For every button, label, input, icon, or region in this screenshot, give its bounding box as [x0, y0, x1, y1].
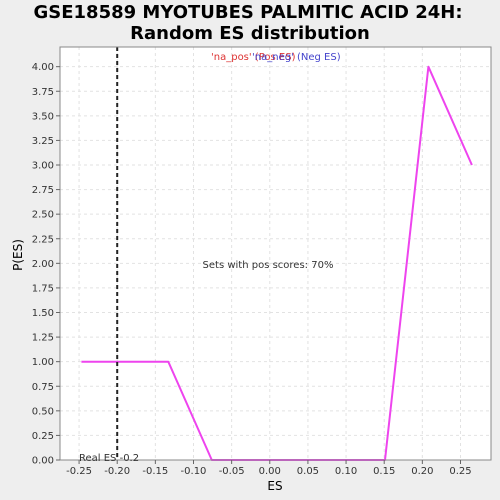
y-tick-label: 2.75: [32, 185, 54, 196]
y-tick-label: 0.50: [32, 406, 54, 417]
x-tick-label: 0.25: [449, 466, 471, 477]
y-tick-label: 3.00: [32, 161, 54, 172]
y-tick-label: 0.00: [32, 456, 54, 467]
x-axis-ticks: -0.25 -0.20 -0.15 -0.10 -0.05 0.00 0.05 0.10 0.1…: [66, 460, 472, 477]
y-tick-label: 0.25: [32, 431, 54, 442]
x-tick-label: -0.10: [181, 466, 207, 477]
y-tick-label: 1.50: [32, 308, 54, 319]
x-tick-label: -0.20: [104, 466, 130, 477]
x-tick-label: 0.15: [373, 466, 395, 477]
x-tick-label: 0.00: [259, 466, 281, 477]
chart-title-line2: Random ES distribution: [130, 23, 370, 44]
x-tick-label: -0.15: [142, 466, 168, 477]
x-tick-label: 0.20: [411, 466, 433, 477]
x-axis-label: ES: [267, 479, 282, 493]
plot-area: [60, 47, 491, 460]
y-tick-label: 3.50: [32, 111, 54, 122]
y-tick-label: 2.00: [32, 259, 54, 270]
x-tick-label: 0.05: [297, 466, 319, 477]
y-tick-label: 1.25: [32, 333, 54, 344]
x-tick-label: -0.05: [219, 466, 245, 477]
y-tick-label: 2.50: [32, 210, 54, 221]
y-axis-label: P(ES): [11, 239, 25, 271]
legend-entry-neg: 'na_neg' (Neg ES): [252, 52, 341, 63]
real-es-label: Real ES -0.2: [79, 453, 139, 464]
chart-title-line1: GSE18589 MYOTUBES PALMITIC ACID 24H:: [33, 2, 462, 23]
y-axis-ticks: 0.00 0.25 0.50 0.75 1.00 1.25 1.50 1.75 2.00 2.25…: [32, 62, 60, 467]
x-tick-label: -0.25: [66, 466, 92, 477]
y-tick-label: 3.75: [32, 87, 54, 98]
y-tick-label: 3.25: [32, 136, 54, 147]
y-tick-label: 0.75: [32, 382, 54, 393]
y-tick-label: 2.25: [32, 234, 54, 245]
pos-scores-annotation: Sets with pos scores: 70%: [203, 260, 334, 271]
y-tick-label: 1.75: [32, 283, 54, 294]
y-tick-label: 1.00: [32, 357, 54, 368]
y-tick-label: 4.00: [32, 62, 54, 73]
grid: [60, 47, 491, 461]
legend-entry-pos: 'na_pos' (Pos ES): [211, 52, 296, 63]
x-tick-label: 0.10: [335, 466, 357, 477]
plot-border: [59, 46, 492, 461]
